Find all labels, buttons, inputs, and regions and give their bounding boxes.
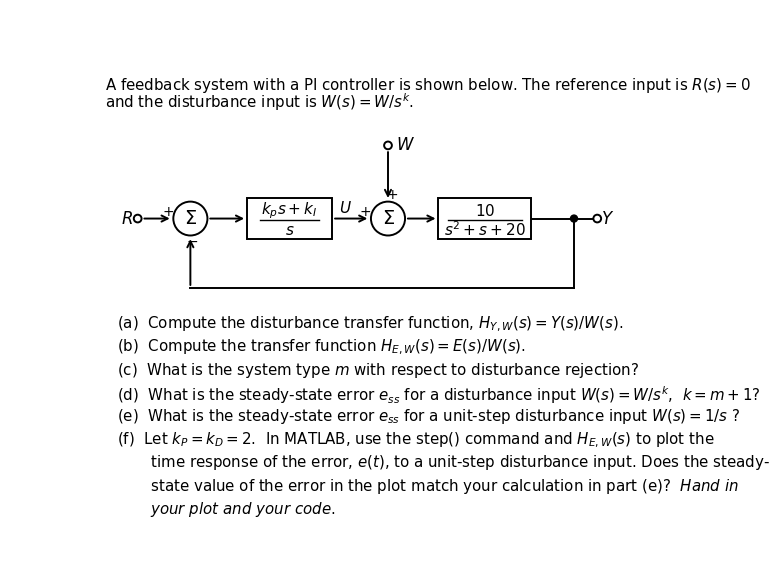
Text: $k_ps + k_I$: $k_ps + k_I$ xyxy=(262,201,318,221)
Text: +: + xyxy=(387,189,399,202)
Text: $U$: $U$ xyxy=(339,200,352,216)
Text: $Y$: $Y$ xyxy=(601,210,615,227)
Text: (c)  What is the system type $m$ with respect to disturbance rejection?: (c) What is the system type $m$ with res… xyxy=(117,361,639,380)
Text: time response of the error, $e(t)$, to a unit-step disturbance input. Does the s: time response of the error, $e(t)$, to a… xyxy=(117,453,770,473)
Text: $W$: $W$ xyxy=(396,136,414,154)
Text: $s^2 + s + 20$: $s^2 + s + 20$ xyxy=(444,221,526,239)
Text: (d)  What is the steady-state error $e_{ss}$ for a disturbance input $W(s) = W/s: (d) What is the steady-state error $e_{s… xyxy=(117,384,760,406)
Text: (a)  Compute the disturbance transfer function, $H_{Y,W}(s) = Y(s)/W(s)$.: (a) Compute the disturbance transfer fun… xyxy=(117,315,623,334)
Text: and the disturbance input is $W(s) = W/s^k$.: and the disturbance input is $W(s) = W/s… xyxy=(105,92,414,113)
Circle shape xyxy=(570,215,577,222)
Text: −: − xyxy=(187,235,199,249)
Circle shape xyxy=(384,141,392,149)
Circle shape xyxy=(173,202,207,235)
Circle shape xyxy=(594,215,601,222)
Text: $R$: $R$ xyxy=(121,210,132,227)
Text: $\Sigma$: $\Sigma$ xyxy=(382,209,394,228)
Text: $s$: $s$ xyxy=(285,223,294,238)
Bar xyxy=(439,198,531,239)
Bar xyxy=(247,198,332,239)
Text: $10$: $10$ xyxy=(474,203,495,219)
Text: $\Sigma$: $\Sigma$ xyxy=(184,209,197,228)
Text: (f)  Let $k_P = k_D = 2$.  In MATLAB, use the step() command and $H_{E,W}(s)$ to: (f) Let $k_P = k_D = 2$. In MATLAB, use … xyxy=(117,430,714,450)
Text: A feedback system with a PI controller is shown below. The reference input is $R: A feedback system with a PI controller i… xyxy=(105,76,751,95)
Text: $\mathit{your\ plot\ and\ your\ code.}$: $\mathit{your\ plot\ and\ your\ code.}$ xyxy=(117,499,335,519)
Text: (e)  What is the steady-state error $e_{ss}$ for a unit-step disturbance input $: (e) What is the steady-state error $e_{s… xyxy=(117,407,740,426)
Text: +: + xyxy=(360,205,372,219)
Circle shape xyxy=(134,215,142,222)
Text: state value of the error in the plot match your calculation in part (e)?  $\math: state value of the error in the plot mat… xyxy=(117,477,738,495)
Circle shape xyxy=(371,202,405,235)
Text: (b)  Compute the transfer function $H_{E,W}(s) = E(s)/W(s)$.: (b) Compute the transfer function $H_{E,… xyxy=(117,338,526,357)
Text: +: + xyxy=(162,205,174,219)
